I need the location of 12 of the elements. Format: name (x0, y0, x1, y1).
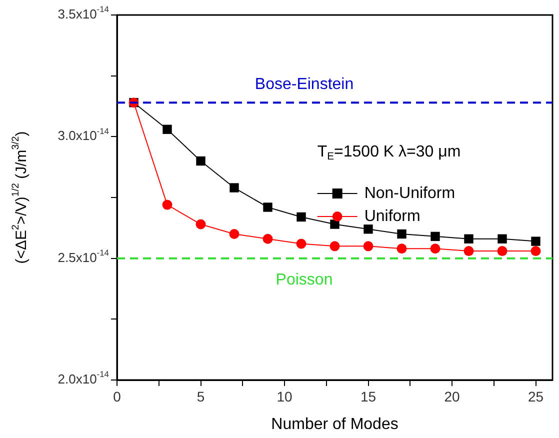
ref-line-label: Bose-Einstein (254, 76, 354, 94)
legend-label: Uniform (364, 208, 420, 225)
x-tick-label: 5 (196, 388, 205, 404)
x-tick-label: 10 (276, 388, 292, 404)
x-tick-label: 20 (444, 388, 460, 404)
x-tick-label: 0 (113, 388, 122, 404)
y-axis-title: (<ΔE2>/V)1/2 (J/m3/2) (10, 131, 30, 264)
legend-label: Non-Uniform (364, 184, 456, 202)
x-axis-title: Number of Modes (271, 416, 398, 433)
x-tick-label: 25 (528, 388, 544, 404)
ref-line-label: Poisson (276, 272, 333, 289)
x-tick-label: 15 (360, 388, 376, 404)
